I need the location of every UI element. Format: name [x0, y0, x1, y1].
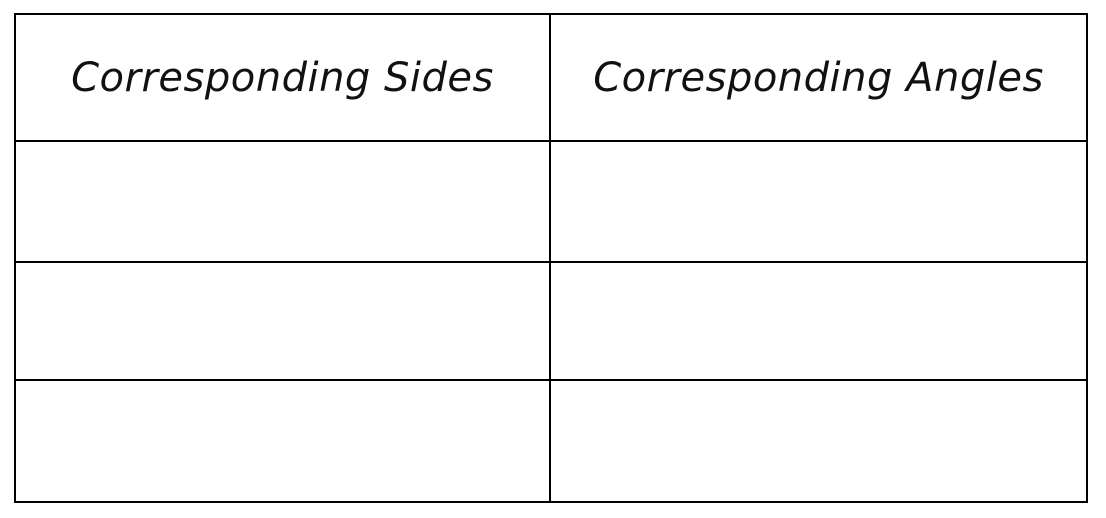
table-header-row: Corresponding Sides Corresponding Angles	[16, 15, 1086, 142]
header-corresponding-sides: Corresponding Sides	[16, 15, 551, 142]
worksheet-table: Corresponding Sides Corresponding Angles	[14, 13, 1088, 503]
table-cell-angles[interactable]	[549, 261, 1086, 381]
header-corresponding-angles: Corresponding Angles	[549, 15, 1086, 142]
table-cell-sides[interactable]	[16, 261, 551, 381]
table-cell-angles[interactable]	[549, 140, 1086, 263]
table-cell-sides[interactable]	[16, 140, 551, 263]
table-row	[16, 379, 1086, 501]
table-row	[16, 140, 1086, 263]
table-cell-sides[interactable]	[16, 379, 551, 501]
table-row	[16, 261, 1086, 381]
correspondence-table: Corresponding Sides Corresponding Angles	[16, 15, 1086, 501]
table-cell-angles[interactable]	[549, 379, 1086, 501]
